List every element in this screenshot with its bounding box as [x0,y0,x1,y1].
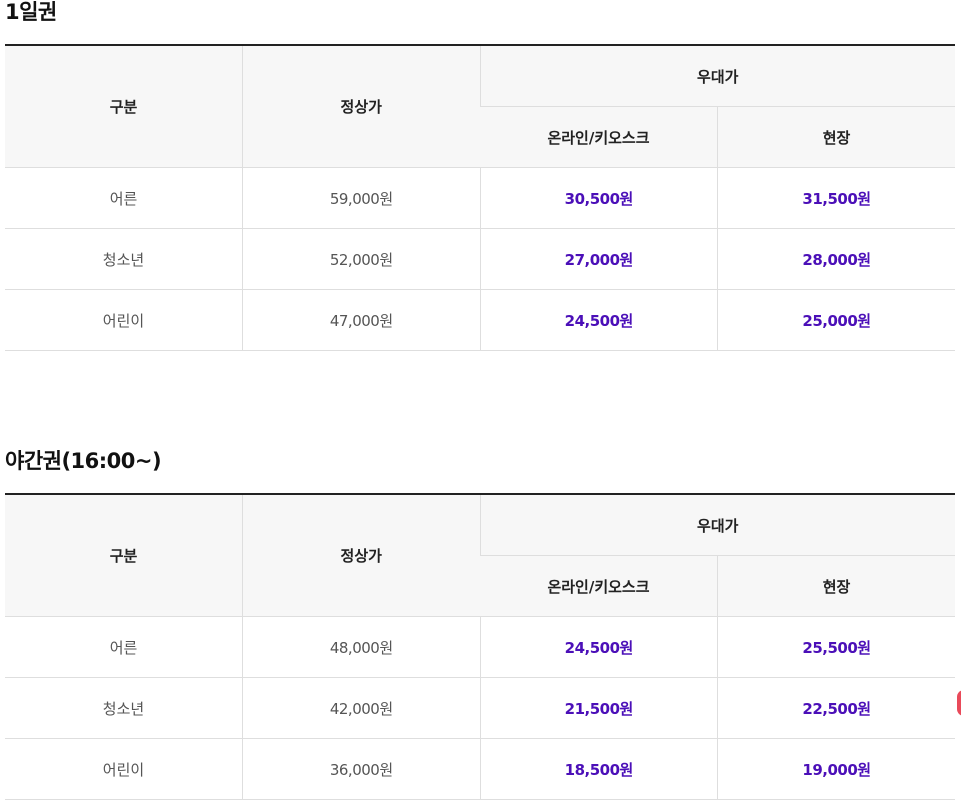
row-regular-price: 52,000원 [242,228,480,290]
row-online-price: 18,500원 [479,738,718,800]
row-category: 어린이 [5,289,243,351]
header-discount-price: 우대가 [479,494,955,556]
row-category: 청소년 [5,228,243,290]
row-onsite-price: 19,000원 [717,738,955,800]
row-onsite-price: 25,500원 [717,616,955,678]
row-regular-price: 48,000원 [242,616,480,678]
row-category: 청소년 [5,677,243,739]
table-row: 청소년 52,000원 27,000원 28,000원 [5,228,955,290]
row-regular-price: 42,000원 [242,677,480,739]
table-row: 어린이 47,000원 24,500원 25,000원 [5,289,955,351]
section-title: 1일권 [5,0,57,24]
header-onsite: 현장 [717,106,955,168]
row-regular-price: 59,000원 [242,167,480,229]
table-header-subrow: 온라인/키오스크 현장 [5,555,955,617]
row-onsite-price: 25,000원 [717,289,955,351]
header-regular-price: 정상가 [242,494,480,617]
row-online-price: 27,000원 [479,228,718,290]
header-discount-price: 우대가 [479,45,955,107]
row-regular-price: 36,000원 [242,738,480,800]
row-category: 어린이 [5,738,243,800]
table-header-subrow: 온라인/키오스크 현장 [5,106,955,168]
row-online-price: 24,500원 [479,289,718,351]
row-onsite-price: 28,000원 [717,228,955,290]
floating-widget-button[interactable] [957,690,961,716]
header-online-kiosk: 온라인/키오스크 [480,555,718,617]
table-header-row: 구분 정상가 우대가 [5,494,955,617]
table-row: 어린이 36,000원 18,500원 19,000원 [5,738,955,800]
header-category: 구분 [5,45,243,168]
header-online-kiosk: 온라인/키오스크 [480,106,718,168]
header-onsite: 현장 [717,555,955,617]
row-category: 어른 [5,616,243,678]
row-regular-price: 47,000원 [242,289,480,351]
price-table: 구분 정상가 우대가 온라인/키오스크 현장 어른 59,000원 30,500… [5,44,955,351]
row-online-price: 30,500원 [479,167,718,229]
header-category: 구분 [5,494,243,617]
table-row: 어른 59,000원 30,500원 31,500원 [5,167,955,229]
price-table: 구분 정상가 우대가 온라인/키오스크 현장 어른 48,000원 24,500… [5,493,955,800]
table-row: 어른 48,000원 24,500원 25,500원 [5,616,955,678]
table-header-row: 구분 정상가 우대가 [5,45,955,168]
header-regular-price: 정상가 [242,45,480,168]
row-category: 어른 [5,167,243,229]
row-onsite-price: 22,500원 [717,677,955,739]
row-online-price: 24,500원 [479,616,718,678]
table-row: 청소년 42,000원 21,500원 22,500원 [5,677,955,739]
section-title: 야간권(16:00~) [5,449,162,473]
row-online-price: 21,500원 [479,677,718,739]
row-onsite-price: 31,500원 [717,167,955,229]
